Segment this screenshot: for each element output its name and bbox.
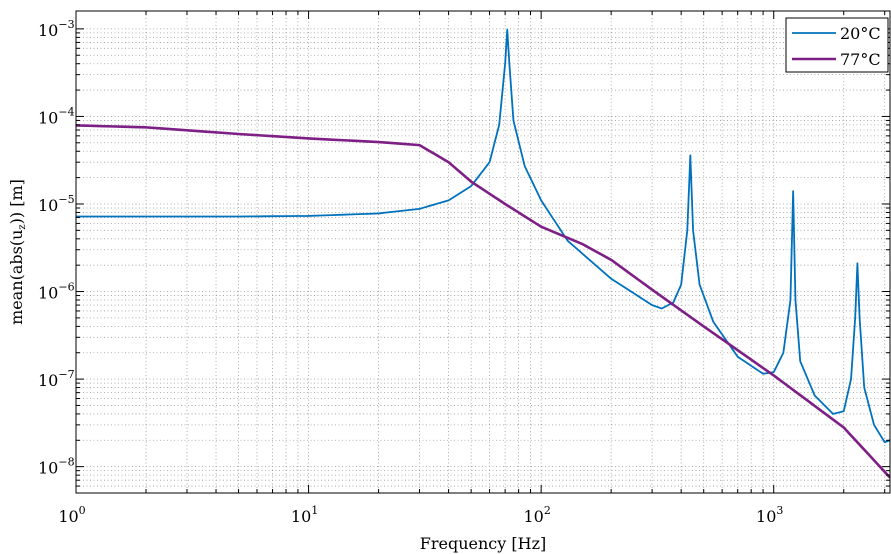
y-tick-label: 10−6 — [38, 281, 75, 303]
x-tick-label-exponent: 3 — [776, 504, 783, 517]
y-axis-label-subscript: z — [17, 224, 28, 229]
x-axis-label: Frequency [Hz] — [420, 534, 547, 553]
y-tick-label-exponent: −7 — [58, 368, 74, 381]
y-tick-label: 10−7 — [38, 368, 75, 390]
y-tick-label: 10−4 — [38, 105, 75, 127]
y-tick-label-base: 10 — [38, 108, 58, 127]
y-tick-label-exponent: −5 — [58, 193, 74, 206]
x-tick-label: 103 — [756, 504, 783, 526]
legend-label-77c: 77°C — [840, 50, 881, 69]
x-tick-label: 100 — [58, 504, 85, 526]
series-line-77c — [76, 124, 890, 479]
x-tick-label-base: 10 — [523, 507, 543, 526]
y-tick-label-base: 10 — [38, 459, 58, 478]
y-tick-label-base: 10 — [38, 284, 58, 303]
y-tick-label: 10−8 — [38, 456, 75, 478]
ticks — [75, 11, 890, 494]
x-tick-label: 101 — [291, 504, 318, 526]
y-axis-label-main: mean(abs(u — [7, 230, 26, 325]
series-layer — [76, 28, 890, 479]
x-tick-label-base: 10 — [756, 507, 776, 526]
y-tick-label: 10−5 — [38, 193, 75, 215]
y-tick-label-base: 10 — [38, 196, 58, 215]
y-tick-label-exponent: −4 — [58, 105, 74, 118]
y-tick-label-exponent: −8 — [58, 456, 74, 469]
y-tick-label-exponent: −6 — [58, 281, 74, 294]
y-tick-label-base: 10 — [38, 371, 58, 390]
legend: 20°C 77°C — [785, 17, 889, 73]
y-tick-label-base: 10 — [38, 21, 58, 40]
x-tick-label-exponent: 2 — [544, 504, 551, 517]
x-tick-label: 102 — [523, 504, 550, 526]
x-tick-label-base: 10 — [291, 507, 311, 526]
y-axis-label: mean(abs(uz)) [m] — [7, 179, 28, 325]
legend-label-20c: 20°C — [840, 24, 881, 43]
series-line-20c — [76, 28, 890, 444]
y-tick-label: 10−3 — [38, 18, 75, 40]
x-tick-label-exponent: 0 — [79, 504, 86, 517]
y-tick-label-exponent: −3 — [58, 18, 74, 31]
x-tick-label-base: 10 — [58, 507, 78, 526]
legend-box — [785, 17, 889, 73]
x-tick-label-exponent: 1 — [311, 504, 318, 517]
grid — [75, 11, 890, 494]
plot-frame — [75, 10, 891, 494]
y-axis-label-tail: )) [m] — [7, 179, 26, 224]
